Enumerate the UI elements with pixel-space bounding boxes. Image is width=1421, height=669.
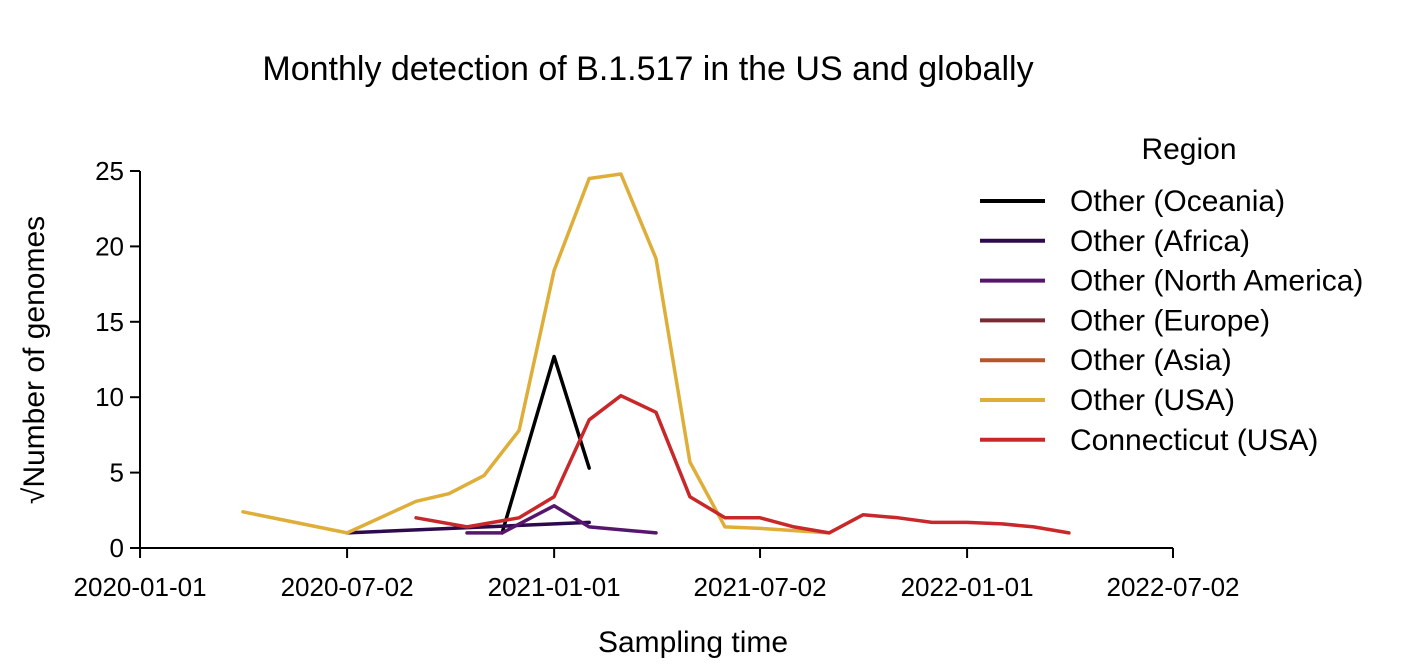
legend-title: Region [1141,133,1236,166]
series-line [241,172,831,535]
series-line [414,393,1071,535]
y-tick-label: 5 [110,458,124,488]
series-line [500,354,591,535]
x-tick-label: 2021-01-01 [488,572,621,602]
legend-label: Other (Europe) [1070,304,1270,337]
y-axis-label: √Number of genomes [18,216,51,504]
x-axis-label: Sampling time [598,626,788,659]
series-line [465,504,658,535]
axes: 2019-07-022020-01-012020-07-022021-01-01… [74,156,1240,602]
y-tick-label: 15 [95,307,124,337]
x-tick-label: 2021-07-02 [694,572,827,602]
y-tick-label: 0 [110,533,124,563]
legend-label: Other (Africa) [1070,225,1250,258]
x-tick-label: 2020-07-02 [281,572,414,602]
plot-area [241,172,1071,535]
x-tick-label: 2022-07-02 [1107,572,1240,602]
legend-label: Other (North America) [1070,265,1363,298]
chart-title: Monthly detection of B.1.517 in the US a… [262,50,1033,88]
legend-label: Other (USA) [1070,384,1235,417]
legend-label: Connecticut (USA) [1070,424,1318,457]
y-tick-label: 20 [95,231,124,261]
legend-label: Other (Oceania) [1070,185,1285,218]
y-tick-label: 25 [95,156,124,186]
x-tick-label: 2022-01-01 [901,572,1034,602]
x-tick-label: 2020-01-01 [74,572,207,602]
legend: Other (Oceania) Other (Africa) Other (Nort… [980,185,1363,457]
y-tick-label: 10 [95,382,124,412]
legend-label: Other (Asia) [1070,344,1232,377]
